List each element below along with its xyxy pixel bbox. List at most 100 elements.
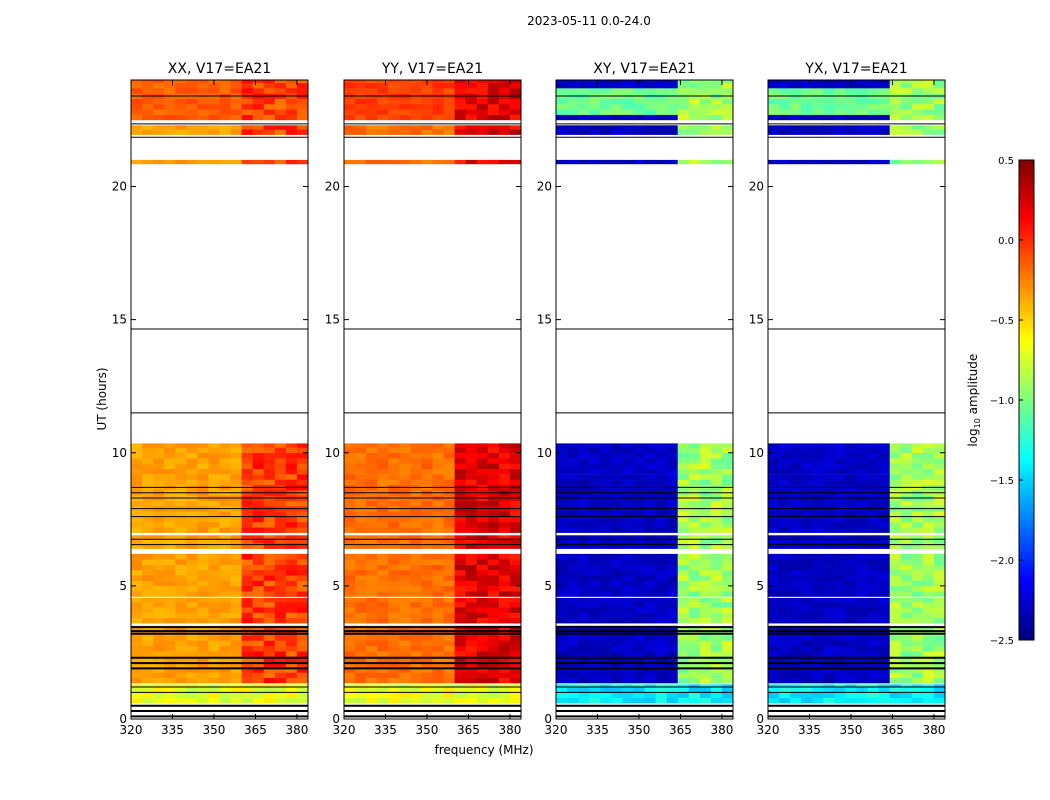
heatmap-cell (889, 511, 902, 517)
heatmap-cell (589, 591, 601, 597)
heatmap-cell (834, 109, 846, 115)
heatmap-cell (677, 88, 690, 94)
heatmap-cell (622, 500, 634, 507)
heatmap-cell (388, 516, 400, 523)
heatmap-cell (867, 553, 880, 560)
heatmap-cell (688, 687, 701, 693)
heatmap-cell (834, 601, 846, 608)
heatmap-cell (296, 516, 309, 523)
heatmap-cell (274, 474, 287, 480)
heatmap-cell (487, 80, 500, 83)
heatmap-cell (666, 88, 679, 94)
heatmap-cell (164, 458, 176, 464)
heatmap-cell (845, 661, 857, 668)
heatmap-cell (388, 535, 400, 539)
heatmap-cell (285, 125, 298, 130)
heatmap-cell (790, 468, 802, 475)
heatmap-cell (296, 656, 309, 662)
heatmap-cell (263, 585, 276, 592)
heatmap-cell (399, 651, 411, 657)
heatmap-cell (856, 527, 868, 533)
heatmap-cell (241, 553, 254, 560)
heatmap-cell (252, 511, 265, 517)
heatmap-cell (633, 580, 645, 587)
x-tick-label: 365 (457, 723, 480, 737)
heatmap-cell (801, 447, 813, 453)
heatmap-cell (801, 677, 813, 684)
heatmap-cell (812, 527, 824, 533)
heatmap-cell (933, 463, 946, 469)
heatmap-cell (889, 82, 902, 89)
heatmap-cell (721, 82, 734, 89)
colorbar-segment (1019, 432, 1034, 437)
heatmap-cell (388, 629, 400, 636)
heatmap-cell (432, 585, 444, 592)
heatmap-cell (487, 535, 500, 539)
heatmap-cell (164, 474, 176, 480)
heatmap-cell (344, 114, 356, 121)
heatmap-cell (710, 564, 723, 571)
heatmap-cell (131, 109, 143, 115)
heatmap-cell (399, 511, 411, 517)
heatmap-cell (285, 129, 298, 135)
heatmap-cell (252, 629, 265, 636)
heatmap-cell (230, 612, 243, 619)
heatmap-cell (498, 88, 511, 94)
heatmap-cell (498, 591, 511, 597)
heatmap-cell (285, 591, 298, 597)
heatmap-cell (801, 535, 813, 539)
colorbar-segment (1019, 456, 1034, 461)
heatmap-cell (790, 672, 802, 678)
heatmap-cell (578, 452, 590, 459)
heatmap-cell (388, 677, 400, 684)
heatmap-cell (677, 607, 690, 613)
heatmap-cell (556, 580, 568, 587)
heatmap-cell (443, 559, 456, 565)
heatmap-cell (186, 88, 198, 94)
heatmap-cell (688, 516, 701, 523)
heatmap-cell (699, 651, 712, 657)
heatmap-cell (476, 617, 489, 624)
heatmap-cell (633, 575, 645, 581)
y-tick-label: 15 (537, 313, 552, 327)
heatmap-cell (186, 527, 198, 533)
heatmap-cell (856, 597, 868, 603)
heatmap-cell (878, 635, 891, 641)
heatmap-cell (388, 687, 400, 693)
heatmap-cell (142, 697, 154, 704)
heatmap-cell (296, 82, 309, 89)
heatmap-cell (252, 580, 265, 587)
heatmap-cell (197, 585, 209, 592)
heatmap-cell (153, 645, 165, 652)
heatmap-cell (131, 629, 143, 636)
heatmap-cell (589, 697, 601, 704)
heatmap-cell (274, 88, 287, 94)
heatmap-cell (465, 458, 478, 464)
heatmap-cell (153, 569, 165, 576)
heatmap-cell (509, 640, 522, 647)
heatmap-cell (578, 522, 590, 528)
heatmap-cell (922, 80, 935, 83)
heatmap-cell (666, 82, 679, 89)
heatmap-cell (622, 535, 634, 539)
heatmap-cell (666, 159, 679, 165)
heatmap-cell (153, 601, 165, 608)
heatmap-cell (790, 559, 802, 565)
heatmap-cell (388, 522, 400, 528)
heatmap-cell (622, 667, 634, 673)
heatmap-cell (186, 98, 198, 105)
heatmap-cell (801, 522, 813, 528)
heatmap-cell (889, 88, 902, 94)
heatmap-cell (197, 559, 209, 565)
heatmap-cell (285, 500, 298, 507)
heatmap-cell (779, 645, 791, 652)
heatmap-cell (812, 687, 824, 693)
heatmap-cell (933, 667, 946, 673)
heatmap-cell (208, 612, 220, 619)
heatmap-cell (655, 511, 668, 517)
heatmap-cell (699, 601, 712, 608)
heatmap-cell (366, 672, 378, 678)
heatmap-cell (175, 125, 187, 130)
heatmap-cell (779, 651, 791, 657)
heatmap-cell (465, 443, 478, 448)
